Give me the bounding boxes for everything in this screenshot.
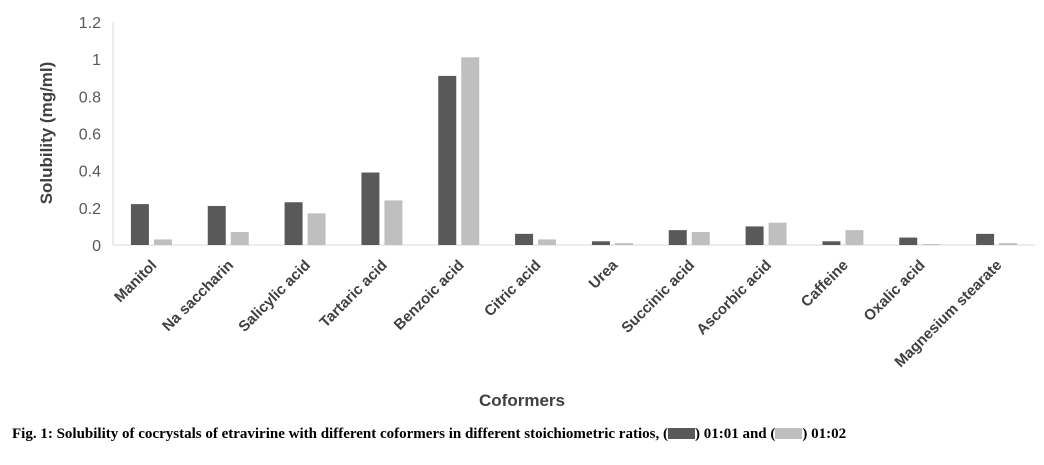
bar-1: [438, 75, 457, 246]
y-axis-ticks: 0 0.2 0.4 0.6 0.8 1 1.2: [79, 15, 101, 255]
x-tick-label: Caffeine: [798, 257, 852, 311]
x-tick-label: Na saccharin: [159, 257, 237, 335]
x-tick-label: Urea: [586, 256, 622, 292]
caption-prefix: Fig. 1: Solubility of cocrystals of etra…: [12, 426, 668, 442]
y-tick-label: 0.2: [79, 201, 101, 218]
bar-1: [515, 233, 534, 245]
legend-swatch-series-2: [775, 428, 803, 439]
bar-1: [591, 241, 610, 245]
y-tick-label: 0.8: [79, 89, 101, 106]
x-tick-label: Benzoic acid: [391, 257, 468, 334]
bar-2: [768, 222, 787, 245]
x-tick-label: Manitol: [111, 257, 160, 306]
y-tick-label: 0.6: [79, 127, 101, 144]
bar-1: [745, 226, 764, 245]
y-axis-label: Solubility (mg/ml): [37, 62, 56, 205]
x-tick-label: Ascorbic acid: [693, 257, 775, 339]
y-tick-label: 0: [92, 238, 101, 255]
x-axis-label: Coformers: [479, 391, 565, 410]
bar-2: [538, 239, 557, 245]
bar-1: [976, 233, 995, 245]
bar-1: [284, 202, 303, 245]
x-tick-label: Citric acid: [481, 257, 544, 320]
x-tick-label: Tartaric acid: [316, 257, 390, 331]
caption-mid-1: ) 01:01 and (: [694, 426, 776, 442]
bar-1: [207, 205, 226, 245]
bar-2: [614, 243, 633, 245]
bar-1: [130, 204, 149, 245]
bar-1: [361, 172, 380, 245]
bar-1: [899, 237, 918, 245]
bar-2: [307, 213, 326, 245]
x-tick-label: Succinic acid: [618, 257, 698, 337]
y-tick-label: 1.2: [79, 15, 101, 32]
y-tick-label: 0.4: [79, 164, 101, 181]
bars: [130, 57, 1018, 246]
caption-mid-2: ) 01:02: [802, 426, 847, 442]
bar-2: [845, 230, 864, 245]
legend-swatch-series-1: [667, 428, 695, 439]
bar-2: [384, 200, 403, 245]
figure-caption: Fig. 1: Solubility of cocrystals of etra…: [12, 426, 1042, 443]
bar-1: [822, 241, 841, 245]
bar-2: [153, 239, 172, 245]
bar-1: [668, 230, 687, 245]
bar-2: [999, 243, 1018, 245]
bar-2: [230, 231, 249, 245]
y-tick-label: 1: [92, 52, 101, 69]
bar-2: [922, 244, 941, 245]
x-tick-label: Oxalic acid: [861, 257, 929, 325]
bar-2: [461, 57, 480, 245]
bar-2: [691, 231, 710, 245]
x-tick-label: Salicylic acid: [235, 257, 314, 336]
